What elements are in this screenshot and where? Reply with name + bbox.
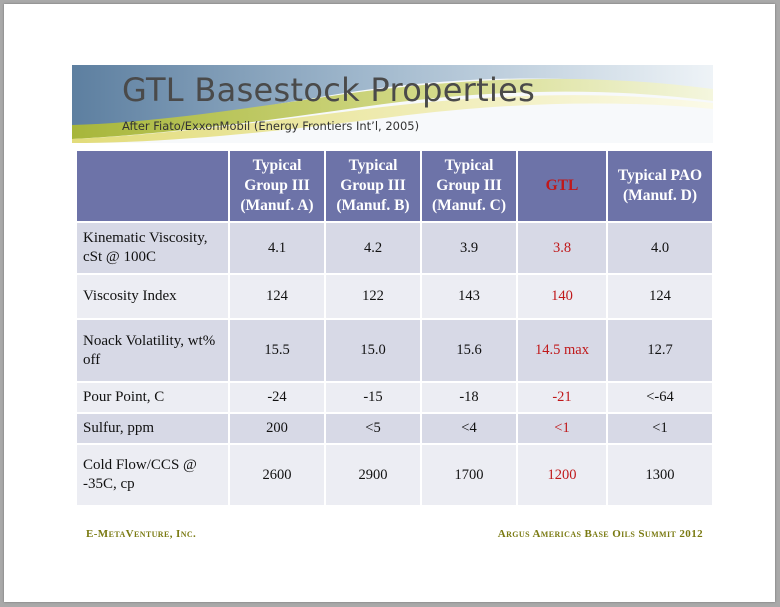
table-cell: 122 [324,273,422,320]
table-row: Pour Point, C -24 -15 -18 -21 <-64 [75,381,714,414]
table-cell: 15.0 [324,318,422,383]
title-banner: GTL Basestock Properties After Fiato/Exx… [72,65,713,143]
table-cell: 4.1 [228,221,326,275]
table-cell: 15.6 [420,318,518,383]
gtl-cell: 140 [516,273,608,320]
properties-table: Typical Group III (Manuf. A) Typical Gro… [75,149,714,507]
header-cell-gtl: GTL [516,149,608,223]
table-cell: <5 [324,412,422,445]
header-cell-group3-a: Typical Group III (Manuf. A) [228,149,326,223]
table-row: Cold Flow/CCS @ -35C, cp 2600 2900 1700 … [75,443,714,507]
table-cell: -15 [324,381,422,414]
row-label: Pour Point, C [75,381,230,414]
table-cell: <-64 [606,381,714,414]
row-label: Viscosity Index [75,273,230,320]
table-cell: 124 [606,273,714,320]
table-cell: 2600 [228,443,326,507]
footer-event: Argus Americas Base Oils Summit 2012 [497,528,703,540]
row-label: Kinematic Viscosity, cSt @ 100C [75,221,230,275]
header-cell-pao: Typical PAO (Manuf. D) [606,149,714,223]
table-cell: 1300 [606,443,714,507]
table-cell: 1700 [420,443,518,507]
table-cell: 143 [420,273,518,320]
gtl-cell: 3.8 [516,221,608,275]
gtl-cell: <1 [516,412,608,445]
footer-company: E-MetaVenture, Inc. [86,528,197,540]
table-cell: 124 [228,273,326,320]
table-row: Noack Volatility, wt% off 15.5 15.0 15.6… [75,318,714,383]
table-cell: 12.7 [606,318,714,383]
table-row: Kinematic Viscosity, cSt @ 100C 4.1 4.2 … [75,221,714,275]
table-cell: 15.5 [228,318,326,383]
table-cell: 3.9 [420,221,518,275]
table-row: Sulfur, ppm 200 <5 <4 <1 <1 [75,412,714,445]
table-cell: 4.2 [324,221,422,275]
slide-subtitle: After Fiato/ExxonMobil (Energy Frontiers… [122,119,420,133]
table-cell: <1 [606,412,714,445]
header-cell-blank [75,149,230,223]
table-cell: 4.0 [606,221,714,275]
slide: GTL Basestock Properties After Fiato/Exx… [72,65,714,547]
row-label: Cold Flow/CCS @ -35C, cp [75,443,230,507]
table-cell: -24 [228,381,326,414]
table-cell: -18 [420,381,518,414]
gtl-cell: 1200 [516,443,608,507]
slide-title: GTL Basestock Properties [122,71,536,109]
header-cell-group3-b: Typical Group III (Manuf. B) [324,149,422,223]
gtl-cell: 14.5 max [516,318,608,383]
table-header-row: Typical Group III (Manuf. A) Typical Gro… [75,149,714,223]
row-label: Noack Volatility, wt% off [75,318,230,383]
table-cell: 2900 [324,443,422,507]
row-label: Sulfur, ppm [75,412,230,445]
table-cell: <4 [420,412,518,445]
document-page: GTL Basestock Properties After Fiato/Exx… [4,4,775,602]
gtl-cell: -21 [516,381,608,414]
banner-swoosh-graphic [72,65,713,143]
header-cell-group3-c: Typical Group III (Manuf. C) [420,149,518,223]
table-cell: 200 [228,412,326,445]
table-row: Viscosity Index 124 122 143 140 124 [75,273,714,320]
